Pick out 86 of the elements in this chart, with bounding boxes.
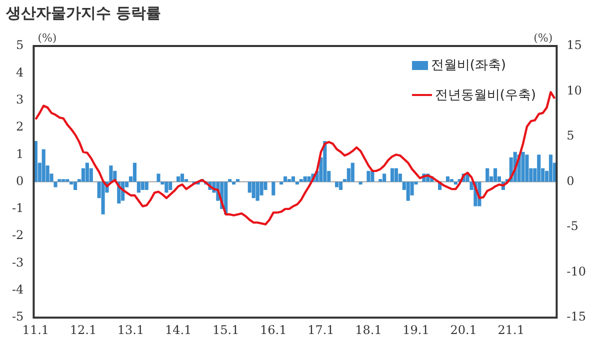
bar bbox=[358, 182, 362, 185]
y2-tick-label: 5 bbox=[566, 128, 574, 143]
bar bbox=[136, 182, 140, 193]
bar bbox=[66, 179, 70, 182]
bar bbox=[446, 176, 450, 182]
bar bbox=[272, 182, 276, 196]
bar bbox=[101, 182, 105, 214]
y-tick-label: -3 bbox=[12, 255, 24, 270]
bar bbox=[299, 179, 303, 182]
y-tick-label: 1 bbox=[16, 146, 24, 161]
legend-label: 전월비(좌축) bbox=[430, 57, 506, 74]
x-tick-label: 18.1 bbox=[355, 322, 382, 337]
bar bbox=[303, 176, 307, 182]
y-tick-label: -4 bbox=[12, 282, 24, 297]
bar bbox=[164, 182, 168, 193]
bar bbox=[335, 182, 339, 188]
bar bbox=[156, 174, 160, 182]
bar bbox=[291, 176, 295, 182]
y2-tick-label: -10 bbox=[566, 264, 586, 278]
y-tick-label: 5 bbox=[16, 38, 24, 52]
x-tick-label: 15.1 bbox=[212, 322, 240, 337]
bar bbox=[394, 168, 398, 182]
chart-title: 생산자물가지수 등락률 bbox=[6, 4, 162, 23]
bar bbox=[283, 176, 288, 182]
legend-label: 전년동월비(우축) bbox=[434, 87, 536, 104]
bar bbox=[390, 168, 394, 182]
bar bbox=[287, 179, 292, 182]
bar bbox=[54, 182, 58, 188]
bar bbox=[74, 182, 78, 190]
bar bbox=[168, 182, 172, 190]
bar bbox=[454, 182, 458, 185]
bar bbox=[323, 141, 327, 182]
x-tick-label: 12.1 bbox=[70, 322, 97, 337]
y-tick-label: 3 bbox=[16, 92, 24, 106]
bar bbox=[140, 182, 144, 190]
bar bbox=[176, 176, 180, 182]
bar bbox=[58, 179, 62, 182]
y2-tick-label: -15 bbox=[566, 310, 586, 324]
bar bbox=[338, 182, 343, 190]
x-tick-label: 11.1 bbox=[22, 322, 50, 337]
bar bbox=[406, 182, 410, 201]
bar bbox=[180, 174, 184, 182]
bar bbox=[85, 162, 89, 182]
bar bbox=[62, 179, 66, 182]
y-tick-label: -2 bbox=[12, 228, 24, 242]
bar bbox=[42, 149, 46, 182]
x-tick-label: 14.1 bbox=[164, 322, 192, 337]
bar bbox=[493, 168, 498, 182]
x-tick-label: 21.1 bbox=[498, 322, 524, 337]
bar bbox=[280, 182, 284, 185]
bar bbox=[236, 179, 240, 182]
y-tick-label: 0 bbox=[16, 174, 24, 188]
x-tick-label: 20.1 bbox=[450, 322, 477, 337]
bar bbox=[295, 182, 299, 185]
y-tick-label: 2 bbox=[16, 120, 24, 134]
bar bbox=[256, 182, 260, 201]
bar bbox=[537, 154, 541, 182]
bar bbox=[307, 176, 311, 182]
bar bbox=[232, 182, 236, 185]
x-tick-label: 17.1 bbox=[308, 322, 334, 337]
y-tick-label: -1 bbox=[12, 201, 24, 216]
bar bbox=[450, 179, 454, 182]
bar bbox=[252, 182, 256, 198]
bar bbox=[382, 174, 386, 182]
bar bbox=[350, 162, 354, 182]
x-tick-label: 13.1 bbox=[117, 322, 144, 337]
bar bbox=[366, 170, 370, 182]
y-axis-title: (%) bbox=[38, 31, 57, 44]
x-tick-label: 16.1 bbox=[260, 322, 287, 337]
bar bbox=[486, 168, 490, 182]
y2-tick-label: 0 bbox=[566, 174, 574, 188]
y2-tick-label: 10 bbox=[566, 83, 582, 98]
bar bbox=[109, 166, 113, 182]
y-tick-label: 4 bbox=[16, 65, 24, 80]
bar bbox=[548, 154, 553, 182]
x-tick-label: 19.1 bbox=[402, 322, 430, 337]
y-tick-label: -5 bbox=[12, 310, 24, 324]
y2-tick-label: -5 bbox=[566, 219, 578, 234]
bar bbox=[521, 152, 525, 182]
y2-tick-label: 15 bbox=[566, 38, 582, 52]
y2-axis-title: (%) bbox=[534, 31, 553, 44]
bar bbox=[228, 179, 232, 182]
bar bbox=[144, 182, 148, 190]
bar bbox=[132, 162, 137, 182]
bar bbox=[370, 170, 374, 182]
bar bbox=[525, 154, 529, 182]
